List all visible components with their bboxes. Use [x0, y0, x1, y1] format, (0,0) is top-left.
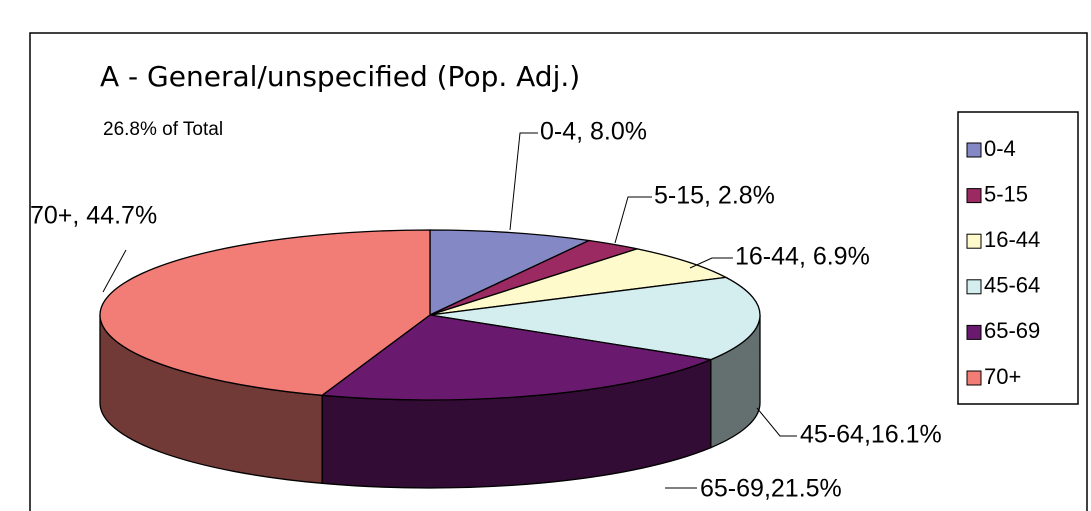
legend-label: 0-4: [984, 136, 1016, 161]
legend-label: 65-69: [984, 318, 1040, 343]
pie-slice: [429, 276, 761, 361]
data-label: 0-4, 8.0%: [540, 118, 647, 146]
pie-slice: [99, 229, 431, 396]
legend-swatch: [966, 188, 982, 204]
legend-box: [957, 111, 1079, 405]
data-label: 16-44, 6.9%: [735, 243, 870, 271]
leader-line: [689, 257, 733, 269]
legend-label: 70+: [984, 364, 1021, 389]
pie-slice: [429, 248, 729, 316]
legend-swatch: [966, 233, 982, 249]
leader-line: [614, 196, 652, 244]
legend-swatch: [966, 142, 982, 158]
pie-slice: [320, 314, 714, 401]
legend-label: 45-64: [984, 273, 1040, 298]
data-label: 45-64,16.1%: [800, 421, 942, 449]
leader-line: [756, 407, 797, 437]
legend-label: 5-15: [984, 181, 1028, 206]
data-label: 65-69,21.5%: [700, 475, 842, 503]
pie-slice: [429, 229, 592, 317]
chart-title: A - General/unspecified (Pop. Adj.): [100, 60, 580, 93]
data-label: 5-15, 2.8%: [654, 182, 775, 210]
leader-line: [509, 132, 538, 231]
chart-subtitle: 26.8% of Total: [103, 119, 223, 140]
legend-swatch: [966, 324, 982, 340]
leader-line: [102, 249, 127, 293]
legend-swatch: [966, 279, 982, 295]
legend-label: 16-44: [984, 227, 1040, 252]
legend-swatch: [966, 370, 982, 386]
data-label: 70+, 44.7%: [30, 202, 157, 230]
